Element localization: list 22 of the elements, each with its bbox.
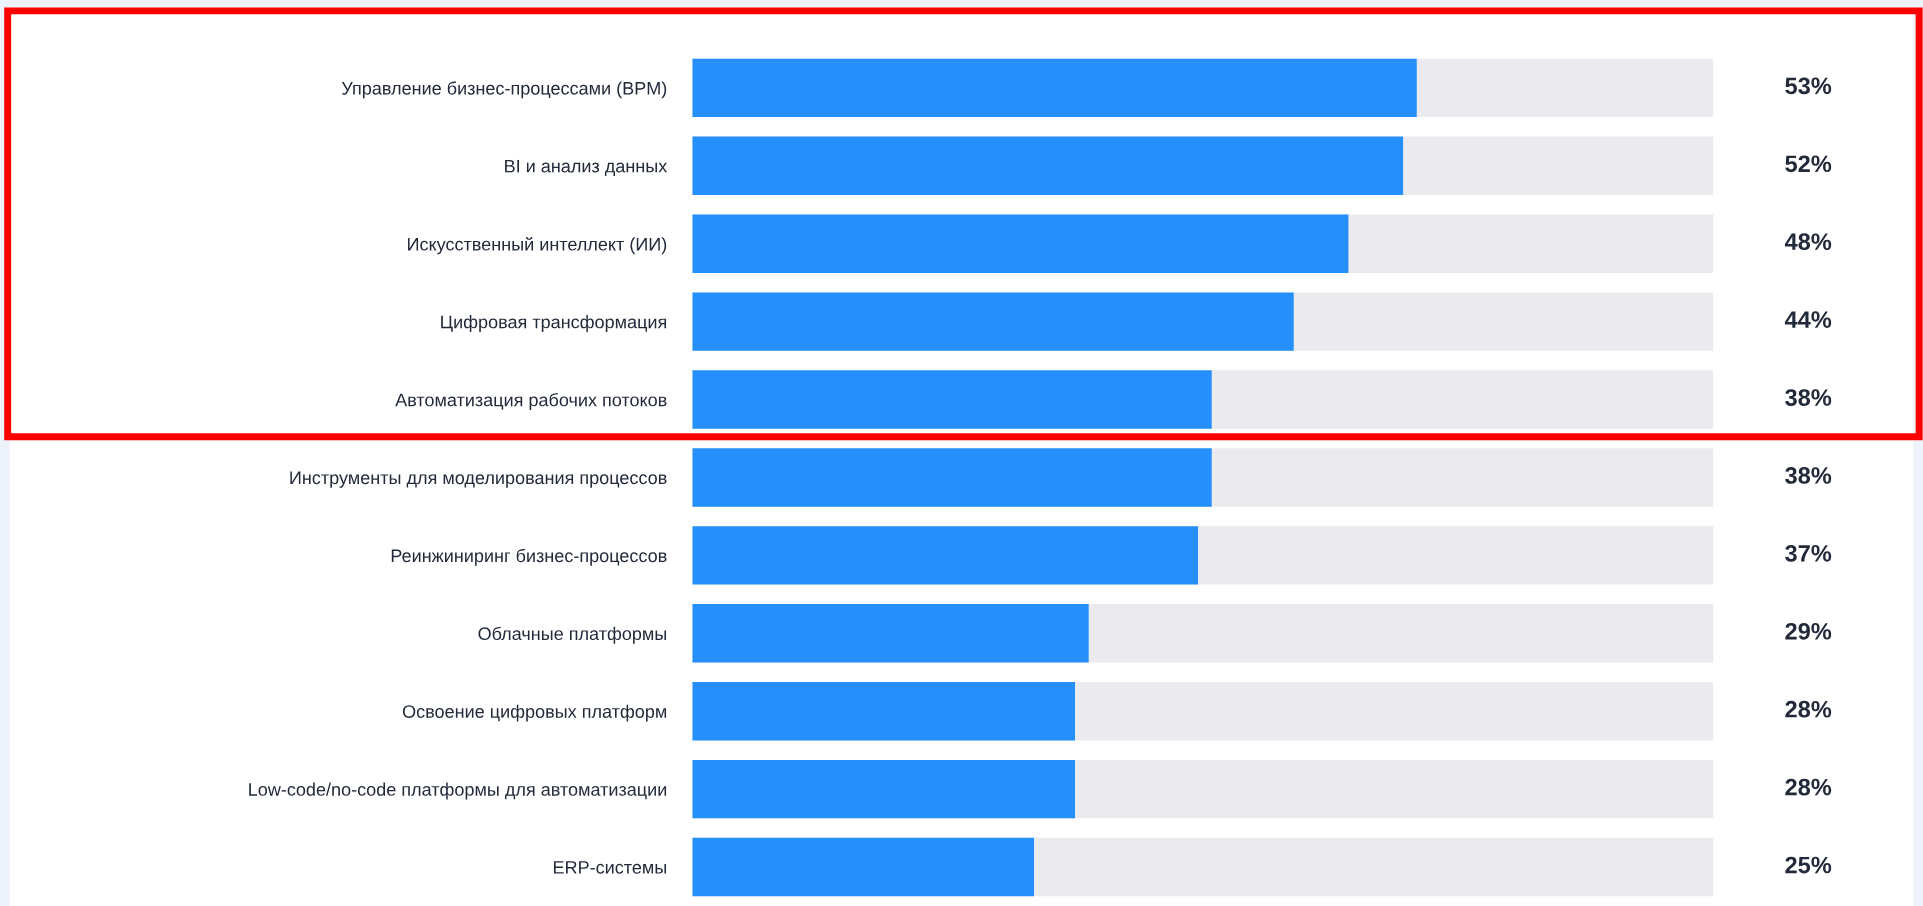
y-tick-label: ERP-системы xyxy=(553,861,667,874)
data-label: 28% xyxy=(1785,778,1832,796)
y-tick-label: Освоение цифровых платформ xyxy=(402,704,667,722)
data-label: 25% xyxy=(1785,856,1832,874)
data-label: 28% xyxy=(1785,700,1832,718)
y-tick-label: Автоматизация рабочих потоков xyxy=(395,392,667,410)
data-label: 48% xyxy=(1784,233,1832,251)
y-tick-label: Low-code/no-code платформы для автоматизации xyxy=(249,782,667,800)
y-tick-label: BI и анализ данных xyxy=(505,159,668,176)
data-label: 53% xyxy=(1785,77,1832,95)
y-tick-label: Управление бизнес-процессами (BPM) xyxy=(341,81,667,99)
data-label: 44% xyxy=(1784,311,1832,328)
data-label: 37% xyxy=(1785,545,1832,562)
data-label: 52% xyxy=(1785,155,1832,173)
y-tick-label: Искусственный интеллект (ИИ) xyxy=(408,237,667,255)
data-label: 38% xyxy=(1785,389,1832,406)
y-tick-label: Реинжиниринг бизнес-процессов xyxy=(391,548,667,566)
data-label: 29% xyxy=(1785,622,1832,640)
data-label: 38% xyxy=(1785,467,1832,484)
y-tick-label: Облачные платформы xyxy=(478,626,667,644)
y-tick-label: Инструменты для моделирования процессов xyxy=(290,471,667,488)
y-tick-label: Цифровая трансформация xyxy=(441,315,667,332)
